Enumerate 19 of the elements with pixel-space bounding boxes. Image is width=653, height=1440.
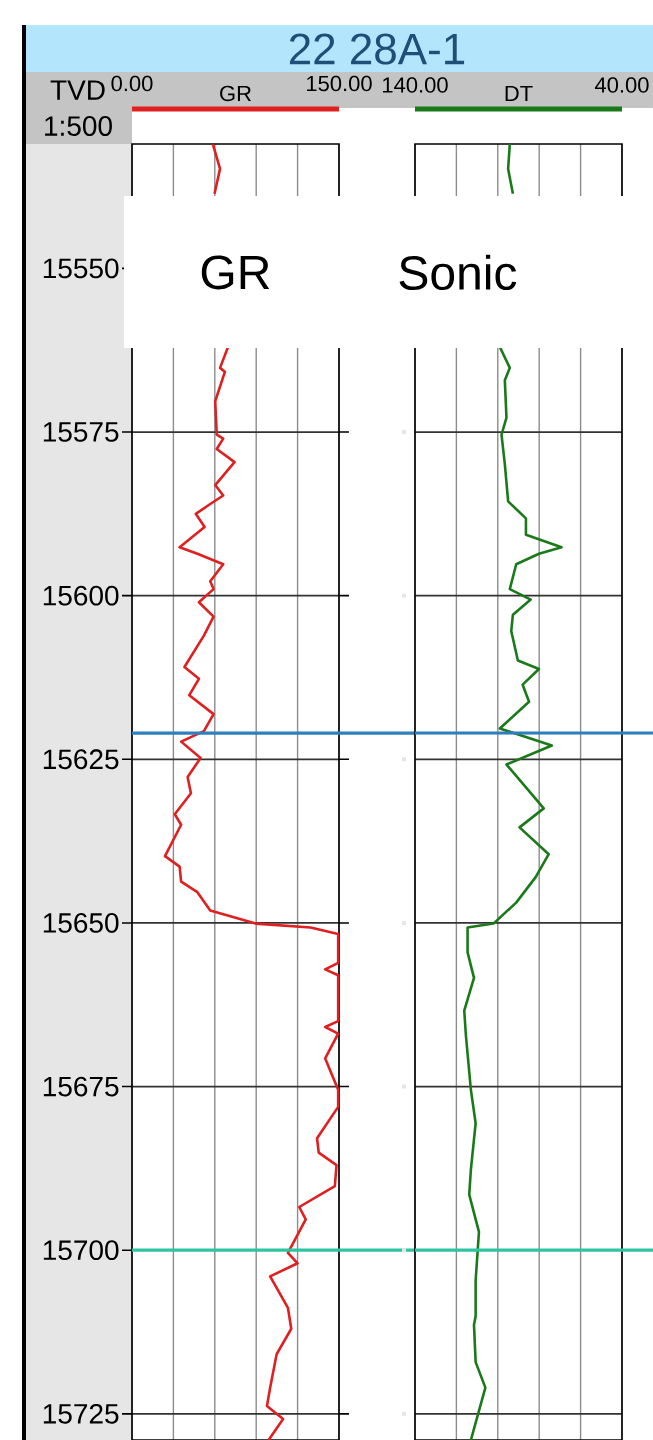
y-tick-label: 15625	[43, 749, 119, 770]
y-tick-label: 15650	[43, 913, 119, 933]
chart-title: 22 28A-1	[289, 33, 465, 65]
x-axis-title: DT	[505, 85, 533, 102]
x-tick-label: 140.00	[383, 77, 448, 93]
x-tick-label: 0.00	[111, 75, 153, 92]
y-tick-label: 15575	[43, 422, 119, 442]
y-tick-label: 15600	[43, 585, 119, 606]
x-tick-label: 150.00	[307, 75, 372, 92]
y-tick-label: 15675	[43, 1076, 119, 1097]
y-tick-label: 15725	[43, 1403, 119, 1424]
text: 1:500	[45, 116, 112, 136]
y-tick-label: 15700	[43, 1240, 119, 1261]
y-tick-label: 15550	[43, 258, 119, 279]
annotation: Sonic	[399, 254, 517, 291]
x-axis-title: GR	[220, 85, 251, 102]
y-axis-title: TVD	[50, 80, 105, 100]
x-tick-label: 40.00	[594, 77, 649, 93]
annotation: GR	[201, 255, 270, 290]
